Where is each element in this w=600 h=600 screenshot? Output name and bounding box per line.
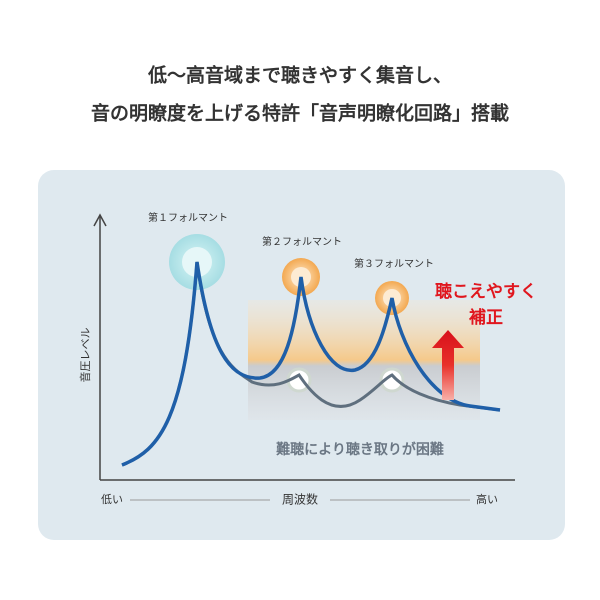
weak-marker — [379, 367, 405, 393]
formant-label: 第１フォルマント — [148, 211, 228, 224]
x-high: 高い — [476, 492, 498, 506]
formant-label: 第２フォルマント — [262, 235, 342, 248]
y-axis-label: 音圧レベル — [78, 328, 92, 383]
x-low: 低い — [101, 493, 123, 506]
correction-arrow — [432, 330, 464, 400]
formant-label: 第３フォルマント — [354, 257, 434, 270]
header-line: 音の明瞭度を上げる特許「音声明瞭化回路」搭載 — [91, 102, 509, 125]
correction-text: 聴こえやすく — [435, 282, 537, 302]
axes — [93, 213, 515, 501]
corrected-curve — [121, 261, 501, 467]
hearing-loss-note: 難聴により聴き取りが困難 — [276, 441, 444, 458]
x-axis-label: 周波数 — [282, 492, 318, 507]
header-line: 低〜高音域まで聴きやすく集音し、 — [147, 64, 452, 87]
correction-text: 補正 — [468, 307, 503, 328]
